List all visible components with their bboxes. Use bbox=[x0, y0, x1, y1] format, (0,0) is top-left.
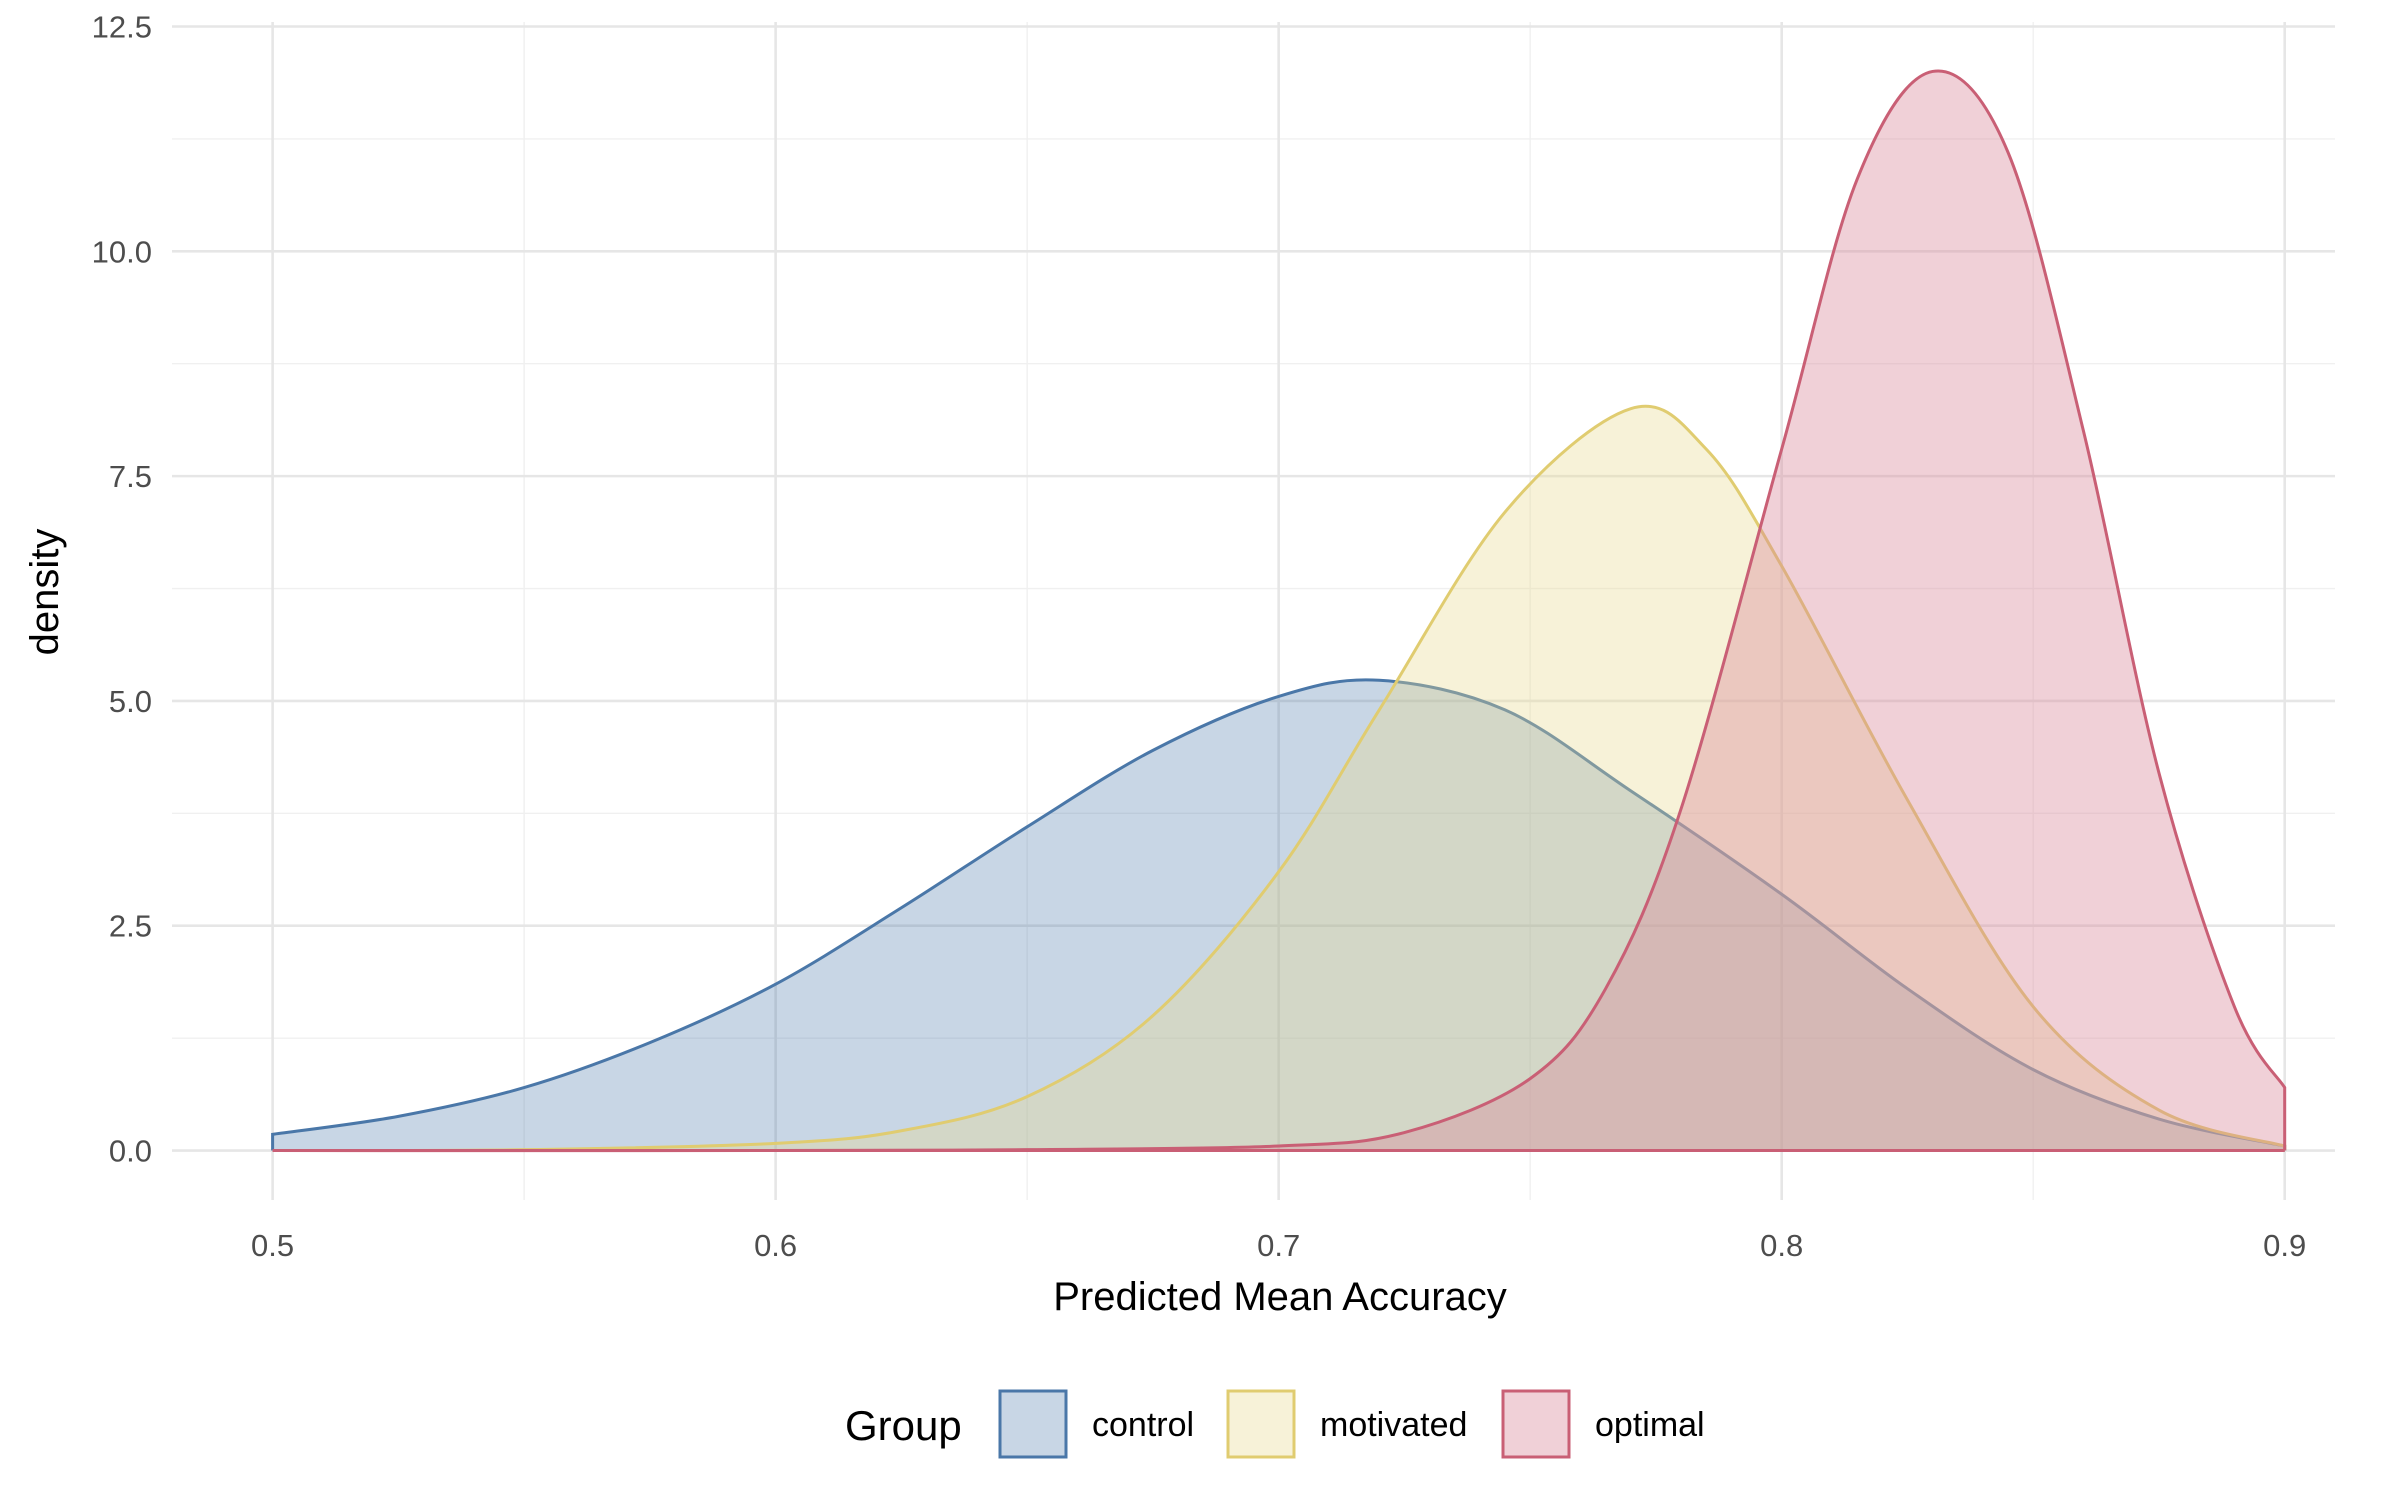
y-tick-label: 10.0 bbox=[92, 234, 152, 269]
legend-key-motivated bbox=[1226, 1389, 1296, 1459]
density-areas bbox=[271, 69, 2287, 1153]
density-area-motivated bbox=[272, 406, 2285, 1151]
y-tick-label: 0.0 bbox=[109, 1134, 152, 1169]
legend-label-optimal: optimal bbox=[1595, 1406, 1705, 1444]
x-axis-tick-labels: 0.5 0.6 0.7 0.8 0.9 bbox=[251, 1228, 2306, 1263]
legend-title: Group bbox=[845, 1402, 962, 1449]
legend-label-motivated: motivated bbox=[1320, 1406, 1467, 1444]
legend-key-optimal bbox=[1501, 1389, 1571, 1459]
y-axis-tick-labels: 0.0 2.5 5.0 7.5 10.0 12.5 bbox=[92, 9, 152, 1168]
x-tick-label: 0.5 bbox=[251, 1228, 294, 1263]
x-tick-label: 0.9 bbox=[2263, 1228, 2306, 1263]
x-axis-title: Predicted Mean Accuracy bbox=[1053, 1275, 1507, 1319]
density-area-control bbox=[272, 679, 2285, 1151]
major-gridlines bbox=[172, 22, 2335, 1200]
x-tick-label: 0.7 bbox=[1257, 1228, 1300, 1263]
y-tick-label: 2.5 bbox=[109, 909, 152, 944]
x-tick-label: 0.8 bbox=[1760, 1228, 1803, 1263]
density-line-control bbox=[271, 678, 2287, 1151]
y-axis-title: density bbox=[23, 529, 67, 656]
density-area-optimal bbox=[272, 70, 2285, 1151]
y-tick-label: 7.5 bbox=[109, 459, 152, 494]
y-tick-label: 12.5 bbox=[92, 9, 152, 44]
legend: Group control motivated optimal bbox=[845, 1389, 1705, 1459]
minor-gridlines bbox=[172, 22, 2335, 1200]
y-tick-label: 5.0 bbox=[109, 684, 152, 719]
legend-key-control bbox=[998, 1389, 1068, 1459]
legend-label-control: control bbox=[1092, 1406, 1194, 1444]
x-tick-label: 0.6 bbox=[754, 1228, 797, 1263]
density-line-motivated bbox=[272, 404, 2287, 1153]
